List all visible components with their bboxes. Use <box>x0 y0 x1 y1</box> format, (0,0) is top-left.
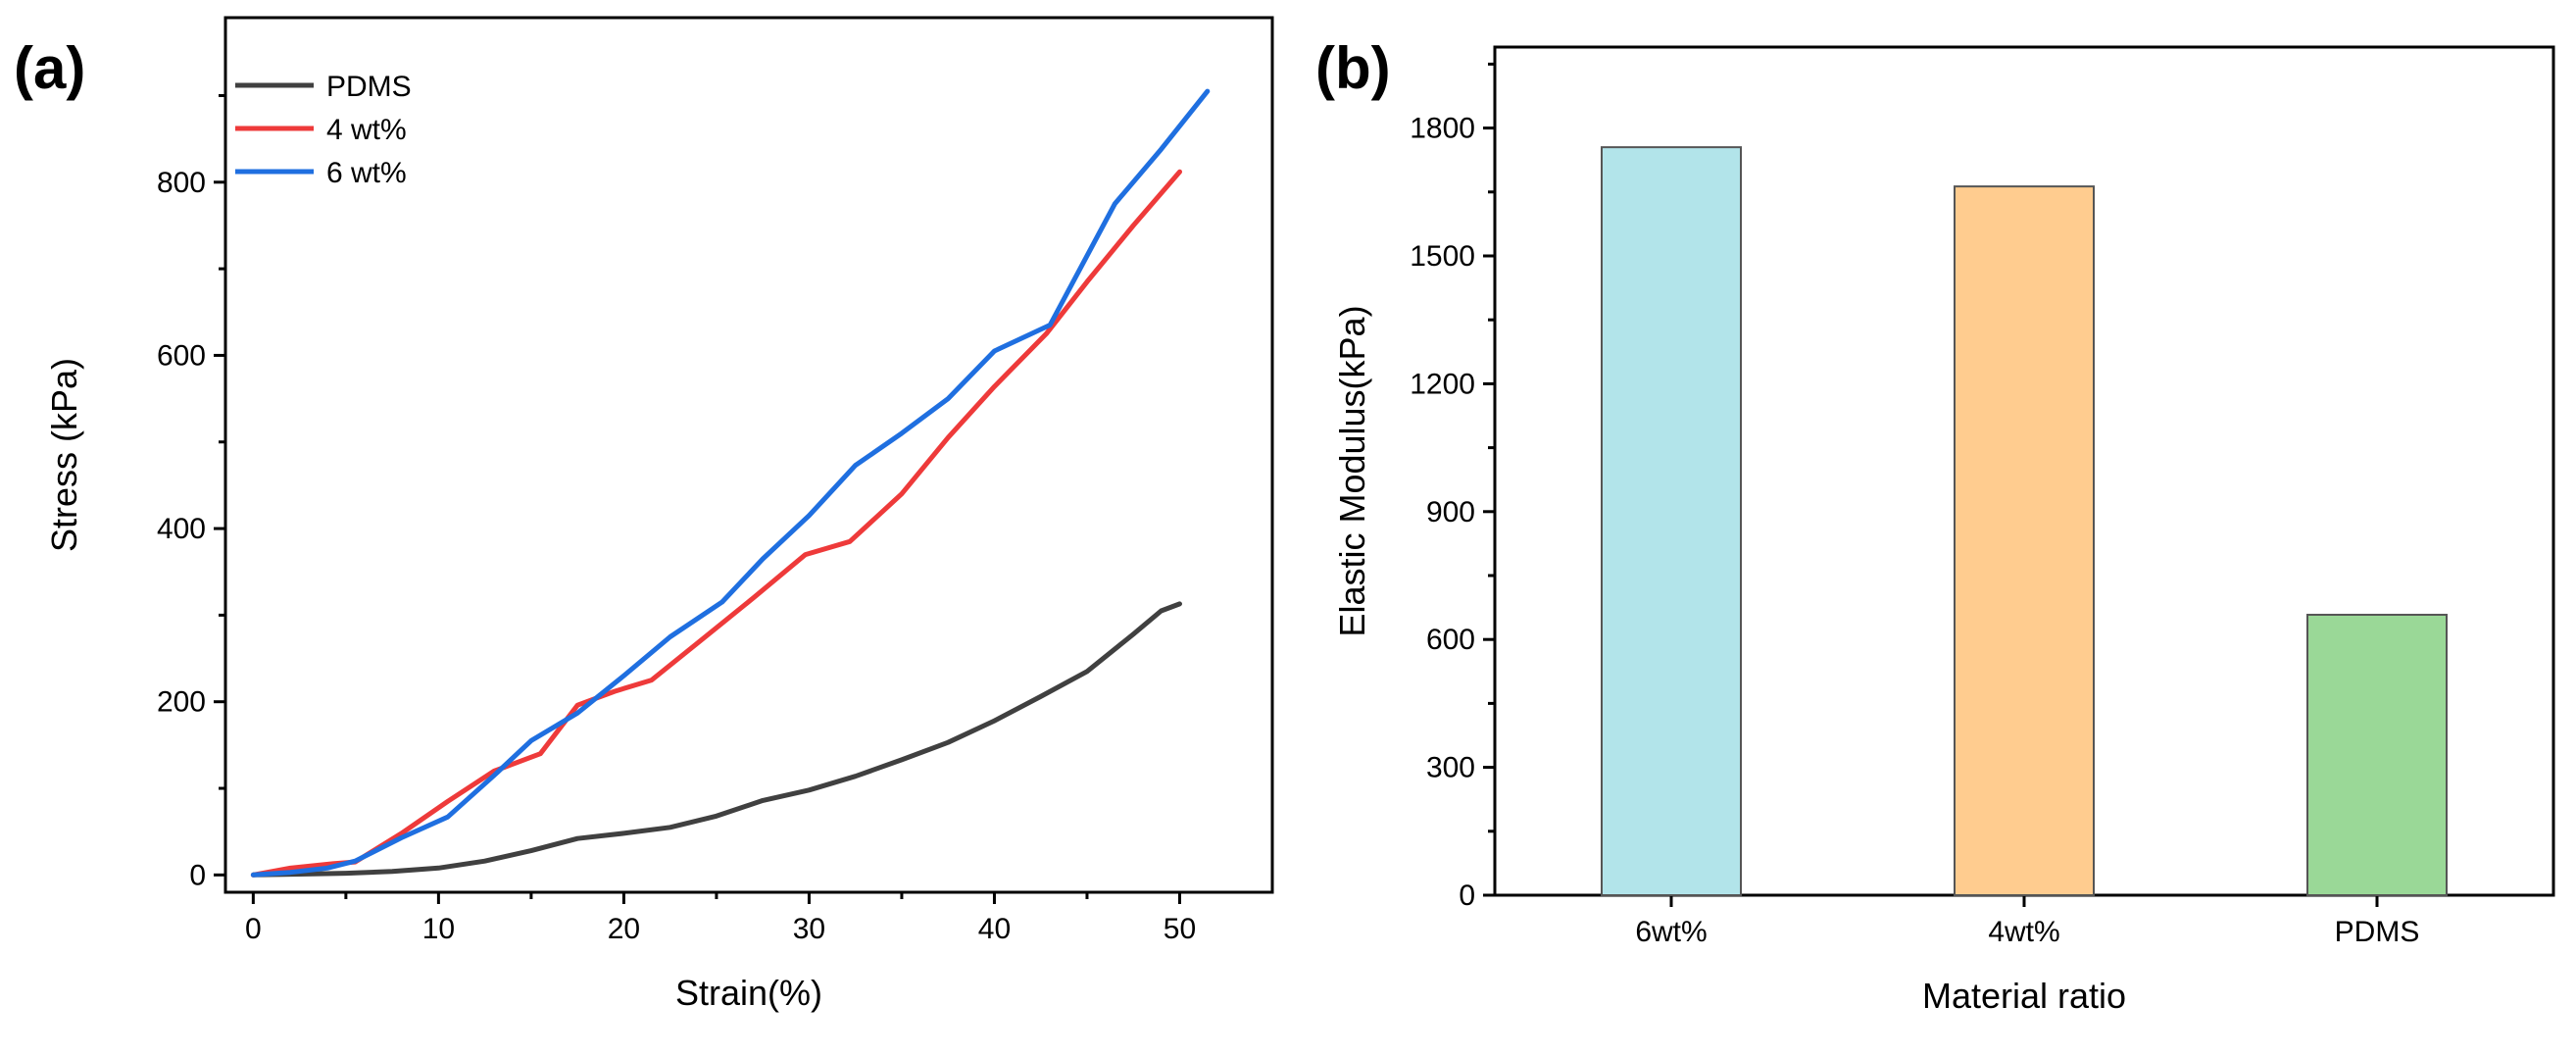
series-line-6-wt- <box>250 88 1211 878</box>
bar-pdms <box>2306 613 2448 896</box>
bar-6wt- <box>1601 146 1742 896</box>
chart-a-legend: PDMS 4 wt% 6 wt% <box>235 71 412 189</box>
x-tick-label: 50 <box>1164 913 1196 945</box>
x-tick-label: PDMS <box>2335 916 2420 948</box>
y-tick-label: 600 <box>157 339 206 372</box>
y-tick-label: 800 <box>157 167 206 199</box>
y-tick-label: 1500 <box>1410 240 1475 273</box>
chart-a-axes: 0 10 20 30 40 50 0 200 400 600 800 <box>157 16 1274 945</box>
chart-b-bars <box>1601 146 2448 896</box>
chart-b: (b) 0 300 600 900 1200 1500 1800 6wt% 4wt% PDMS M… <box>1315 35 2555 1016</box>
chart-a-frame <box>223 16 1274 894</box>
chart-a-series <box>250 88 1211 878</box>
y-tick-label: 0 <box>1459 880 1475 912</box>
panel-label-b: (b) <box>1315 35 1391 101</box>
legend-label: 6 wt% <box>326 157 407 189</box>
legend-label: PDMS <box>326 71 412 103</box>
y-tick-label: 900 <box>1426 496 1475 528</box>
chart-a-x-axis-title: Strain(%) <box>675 973 822 1013</box>
y-tick-label: 300 <box>1426 752 1475 784</box>
chart-b-y-axis-title: Elastic Modulus(kPa) <box>1332 305 1372 636</box>
chart-a-y-axis-title: Stress (kPa) <box>44 358 84 552</box>
y-tick-label: 0 <box>189 859 206 891</box>
series-line-4-wt- <box>250 169 1182 878</box>
series-line-pdms <box>250 601 1182 878</box>
x-tick-label: 4wt% <box>1988 916 2059 948</box>
chart-b-x-axis-title: Material ratio <box>1922 976 2126 1016</box>
bar-4wt- <box>1954 185 2095 896</box>
x-tick-label: 40 <box>978 913 1011 945</box>
legend-label: 4 wt% <box>326 114 407 146</box>
x-tick-label: 6wt% <box>1635 916 1707 948</box>
x-tick-label: 10 <box>422 913 455 945</box>
x-tick-label: 0 <box>245 913 262 945</box>
y-tick-label: 1800 <box>1410 113 1475 145</box>
chart-a: (a) 0 10 20 30 40 50 0 200 400 600 800 PDMS 4 wt% 6 … <box>14 16 1274 1013</box>
chart-b-axes: 0 300 600 900 1200 1500 1800 6wt% 4wt% PDMS <box>1410 45 2555 948</box>
x-tick-label: 20 <box>608 913 640 945</box>
y-tick-label: 600 <box>1426 624 1475 656</box>
y-tick-label: 400 <box>157 513 206 545</box>
y-tick-label: 1200 <box>1410 368 1475 400</box>
panel-label-a: (a) <box>14 35 85 101</box>
x-tick-label: 30 <box>793 913 825 945</box>
y-tick-label: 200 <box>157 686 206 719</box>
